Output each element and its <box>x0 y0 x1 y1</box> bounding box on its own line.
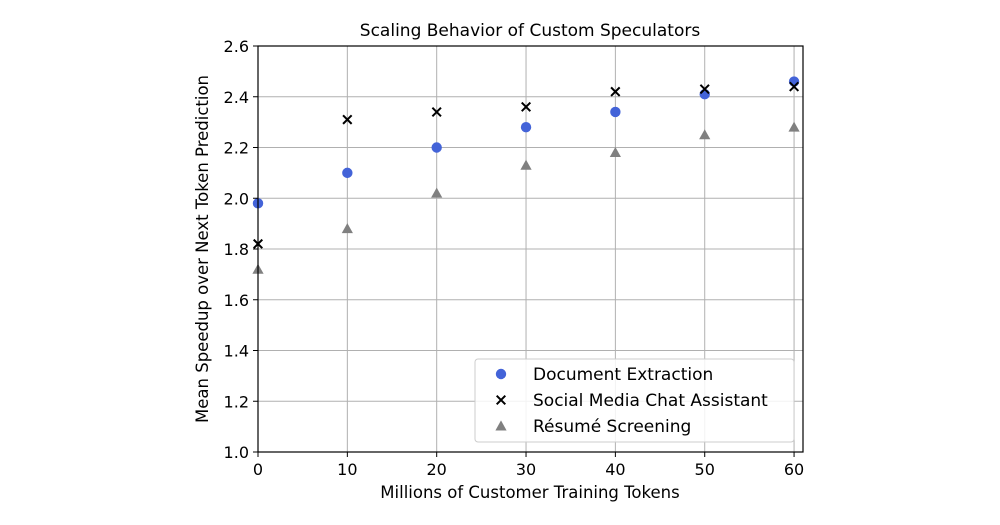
legend-marker-triangle-icon <box>495 420 507 431</box>
data-point <box>431 187 443 198</box>
y-tick-label: 1.0 <box>224 443 249 462</box>
data-point <box>431 142 442 153</box>
x-axis-label: Millions of Customer Training Tokens <box>380 483 679 502</box>
x-tick-label: 60 <box>784 460 804 479</box>
data-point <box>699 129 711 140</box>
y-tick-label: 2.2 <box>224 139 249 158</box>
y-tick-label: 1.4 <box>224 342 249 361</box>
data-point <box>342 167 353 179</box>
legend-marker-circle-icon <box>495 368 507 380</box>
data-point <box>788 121 800 132</box>
x-tick-label: 50 <box>695 460 715 479</box>
axis-ticks: 0 10 20 30 40 50 60 1.0 1.2 1.4 1.6 1.8 2.0 2.2 2.4 2.6 <box>224 37 805 479</box>
data-point <box>520 159 532 170</box>
legend-marker <box>495 368 507 380</box>
legend-item-social-media-chat-assistant: Social Media Chat Assistant <box>495 391 768 411</box>
y-tick-label: 1.2 <box>224 392 249 411</box>
data-point <box>341 223 353 234</box>
data-point <box>788 76 800 87</box>
data-point <box>610 86 621 97</box>
data-points <box>252 76 800 274</box>
legend-item-document-extraction: Document Extraction <box>495 365 713 385</box>
data-point <box>699 84 710 95</box>
data-point <box>610 106 621 118</box>
data-point <box>521 101 532 112</box>
x-tick-label: 40 <box>605 460 625 479</box>
data-point <box>431 106 442 117</box>
legend-label: Social Media Chat Assistant <box>533 391 768 411</box>
y-tick-label: 2.6 <box>224 37 249 56</box>
legend-item-resume-screening: Résumé Screening <box>495 417 691 437</box>
grid <box>257 45 803 453</box>
y-axis-label: Mean Speedup over Next Token Prediction <box>193 75 212 423</box>
data-point <box>789 81 800 92</box>
legend-label: Document Extraction <box>533 365 713 385</box>
data-point <box>520 122 532 133</box>
x-tick-label: 20 <box>427 460 447 479</box>
legend: Document Extraction Social Media Chat As… <box>474 358 795 443</box>
data-point <box>342 114 353 125</box>
y-tick-label: 1.8 <box>224 240 249 259</box>
x-tick-label: 10 <box>337 460 357 479</box>
legend-label: Résumé Screening <box>533 417 691 437</box>
legend-marker-x-icon <box>495 394 507 406</box>
legend-box <box>474 358 795 443</box>
x-tick-label: 30 <box>516 460 536 479</box>
legend-marker <box>495 420 507 431</box>
y-tick-label: 1.6 <box>224 291 249 310</box>
legend-marker <box>495 394 507 406</box>
data-point <box>699 89 710 100</box>
x-tick-label: 0 <box>253 460 263 479</box>
y-tick-label: 2.4 <box>224 88 249 107</box>
data-point <box>609 146 621 158</box>
chart-title: Scaling Behavior of Custom Speculators <box>360 21 701 41</box>
y-tick-label: 2.0 <box>224 189 249 208</box>
